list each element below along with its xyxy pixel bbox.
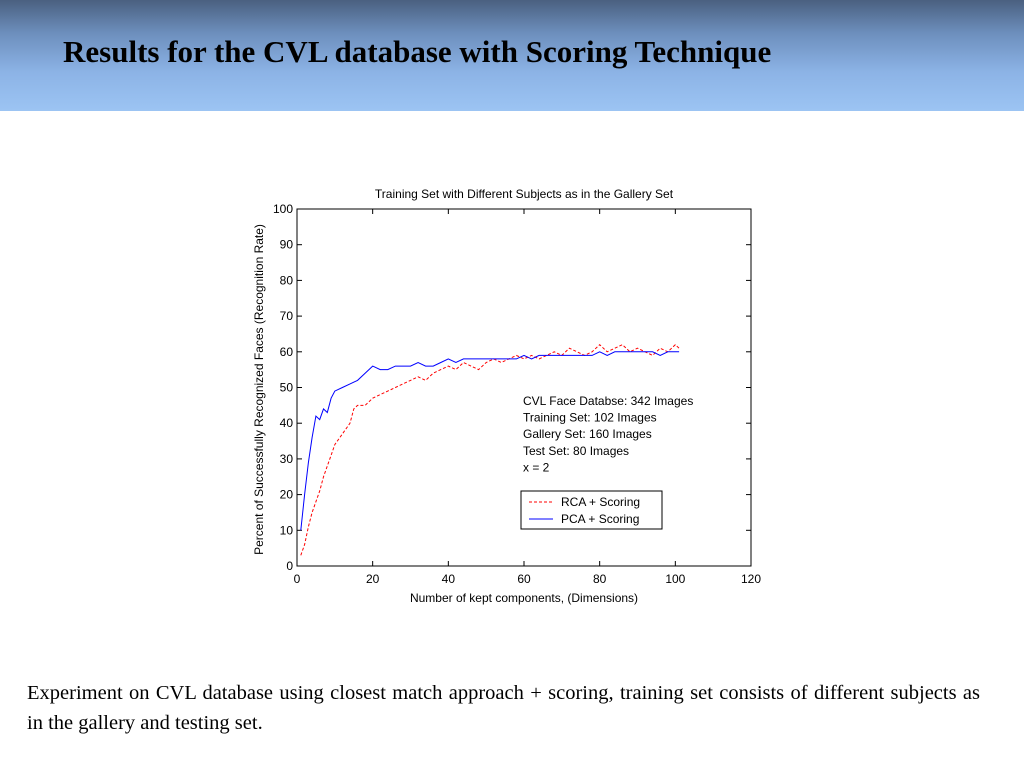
y-tick-label: 70 [280,309,294,323]
annotation-line: Test Set: 80 Images [523,444,629,458]
y-tick-label: 40 [280,416,294,430]
x-tick-label: 120 [741,572,761,586]
x-axis-label: Number of kept components, (Dimensions) [410,591,638,605]
x-tick-label: 40 [442,572,456,586]
chart-title: Training Set with Different Subjects as … [375,187,674,201]
y-tick-label: 30 [280,452,294,466]
series-line-rca [300,344,680,556]
annotation-line: x = 2 [523,460,550,474]
y-tick-label: 0 [286,559,293,573]
series-line-pca [300,351,680,531]
y-tick-label: 60 [280,345,294,359]
title-bar: Results for the CVL database with Scorin… [0,0,1024,111]
y-tick-label: 20 [280,488,294,502]
annotation-line: CVL Face Databse: 342 Images [523,394,693,408]
y-tick-label: 80 [280,273,294,287]
x-tick-label: 80 [593,572,607,586]
x-tick-label: 100 [665,572,685,586]
annotation-line: Training Set: 102 Images [523,411,657,425]
y-tick-label: 10 [280,523,294,537]
x-tick-label: 20 [366,572,380,586]
slide-title: Results for the CVL database with Scorin… [63,34,772,69]
y-axis-label: Percent of Successfully Recognized Faces… [252,224,266,555]
y-tick-label: 50 [280,381,294,395]
legend-label: PCA + Scoring [561,512,639,526]
y-tick-label: 100 [273,202,293,216]
legend-box [520,490,663,530]
x-tick-label: 0 [294,572,301,586]
x-tick-label: 60 [517,572,531,586]
slide-caption: Experiment on CVL database using closest… [27,682,980,734]
y-tick-label: 90 [280,238,294,252]
annotation-line: Gallery Set: 160 Images [523,427,652,441]
legend-label: RCA + Scoring [561,495,640,509]
